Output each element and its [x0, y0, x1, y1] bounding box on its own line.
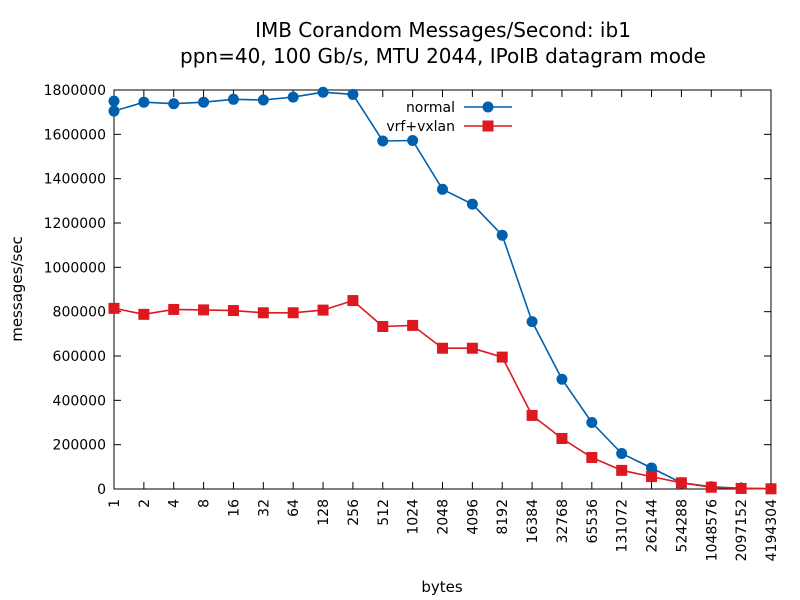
data-point	[108, 105, 120, 117]
x-tick-label: 16	[226, 499, 242, 517]
y-tick-label: 200000	[53, 438, 106, 454]
data-point	[227, 93, 239, 105]
data-point	[466, 342, 478, 354]
data-point	[138, 96, 150, 108]
data-point	[138, 308, 150, 320]
data-point	[526, 409, 538, 421]
data-point	[407, 319, 419, 331]
data-point	[705, 481, 717, 493]
legend-marker	[482, 101, 494, 113]
x-axis: 1 2 4 8 16 32 64 128 256 512 1024 2048 4096 8192 16384…	[107, 90, 780, 561]
x-tick-label: 512	[376, 499, 392, 526]
series-line	[113, 299, 772, 490]
data-point	[317, 304, 329, 316]
y-tick-label: 1400000	[44, 172, 106, 188]
x-tick-label: 2097152	[734, 499, 750, 561]
data-point	[556, 373, 568, 385]
y-tick-label: 0	[97, 482, 106, 498]
data-point	[646, 471, 658, 483]
data-point	[437, 342, 448, 354]
x-tick-label: 32	[256, 499, 272, 517]
x-tick-label: 8192	[495, 499, 511, 535]
x-tick-label: 1024	[406, 499, 422, 535]
legend-marker	[482, 120, 494, 132]
data-point	[616, 448, 628, 460]
x-tick-label: 262144	[645, 499, 661, 553]
data-point	[526, 316, 538, 328]
data-point	[466, 198, 478, 210]
data-point	[317, 86, 329, 98]
data-point	[646, 462, 658, 474]
data-point	[616, 464, 628, 476]
y-tick-label: 1000000	[44, 260, 106, 276]
series-line	[113, 91, 772, 490]
x-tick-label: 128	[316, 499, 332, 526]
data-point	[675, 477, 687, 489]
data-point	[496, 351, 508, 363]
x-tick-label: 256	[346, 499, 362, 526]
legend-label: normal	[406, 100, 455, 116]
y-tick-label: 600000	[53, 349, 106, 365]
data-point	[168, 98, 180, 110]
plot-frame	[113, 89, 772, 490]
legend: normal vrf+vxlan	[386, 100, 512, 135]
legend-label: vrf+vxlan	[386, 119, 455, 135]
data-point	[496, 229, 508, 241]
x-tick-label: 4	[167, 499, 183, 508]
chart-subtitle: ppn=40, 100 Gb/s, MTU 2044, IPoIB datagr…	[180, 44, 706, 68]
x-tick-label: 131072	[615, 499, 631, 552]
x-tick-label: 4194304	[764, 499, 780, 561]
y-tick-label: 800000	[53, 305, 106, 321]
x-tick-label: 65536	[585, 499, 601, 544]
x-tick-label: 4096	[465, 499, 481, 535]
data-point	[347, 88, 359, 100]
x-axis-label: bytes	[421, 578, 463, 596]
data-point	[377, 135, 389, 147]
chart-title: IMB Corandom Messages/Second: ib1	[255, 18, 631, 42]
data-point	[227, 305, 239, 317]
x-tick-label: 524288	[674, 499, 690, 552]
x-tick-label: 1048576	[704, 499, 720, 561]
data-point	[556, 432, 568, 444]
y-tick-label: 1200000	[44, 216, 106, 232]
data-point	[257, 94, 269, 106]
y-axis: 0 200000 400000 600000 800000 1000000 1200000 1…	[44, 83, 771, 498]
data-point	[377, 321, 389, 333]
x-tick-label: 1	[107, 499, 123, 508]
data-point	[287, 91, 299, 103]
x-tick-label: 2	[137, 499, 153, 508]
data-point	[437, 183, 448, 195]
data-point	[586, 452, 598, 464]
y-tick-label: 1800000	[44, 83, 106, 99]
data-point	[198, 96, 210, 108]
data-point	[108, 302, 120, 314]
data-point	[198, 304, 210, 316]
x-tick-label: 16384	[525, 499, 541, 544]
data-point	[287, 307, 299, 319]
data-point	[586, 417, 598, 428]
data-point	[168, 303, 180, 315]
data-point	[735, 482, 747, 494]
data-point	[407, 135, 419, 147]
x-tick-label: 2048	[436, 499, 452, 535]
x-tick-label: 64	[286, 499, 302, 517]
data-point	[108, 95, 120, 107]
x-tick-label: 8	[197, 499, 213, 508]
data-point	[347, 295, 359, 307]
y-tick-label: 1600000	[44, 127, 106, 143]
x-tick-label: 32768	[555, 499, 571, 544]
data-point	[765, 483, 777, 495]
series-layer	[108, 86, 777, 495]
data-point	[257, 307, 269, 319]
series-normal	[108, 86, 777, 495]
series-vrf-vxlan	[108, 295, 777, 495]
y-axis-label: messages/sec	[8, 236, 26, 342]
y-tick-label: 400000	[53, 393, 106, 409]
